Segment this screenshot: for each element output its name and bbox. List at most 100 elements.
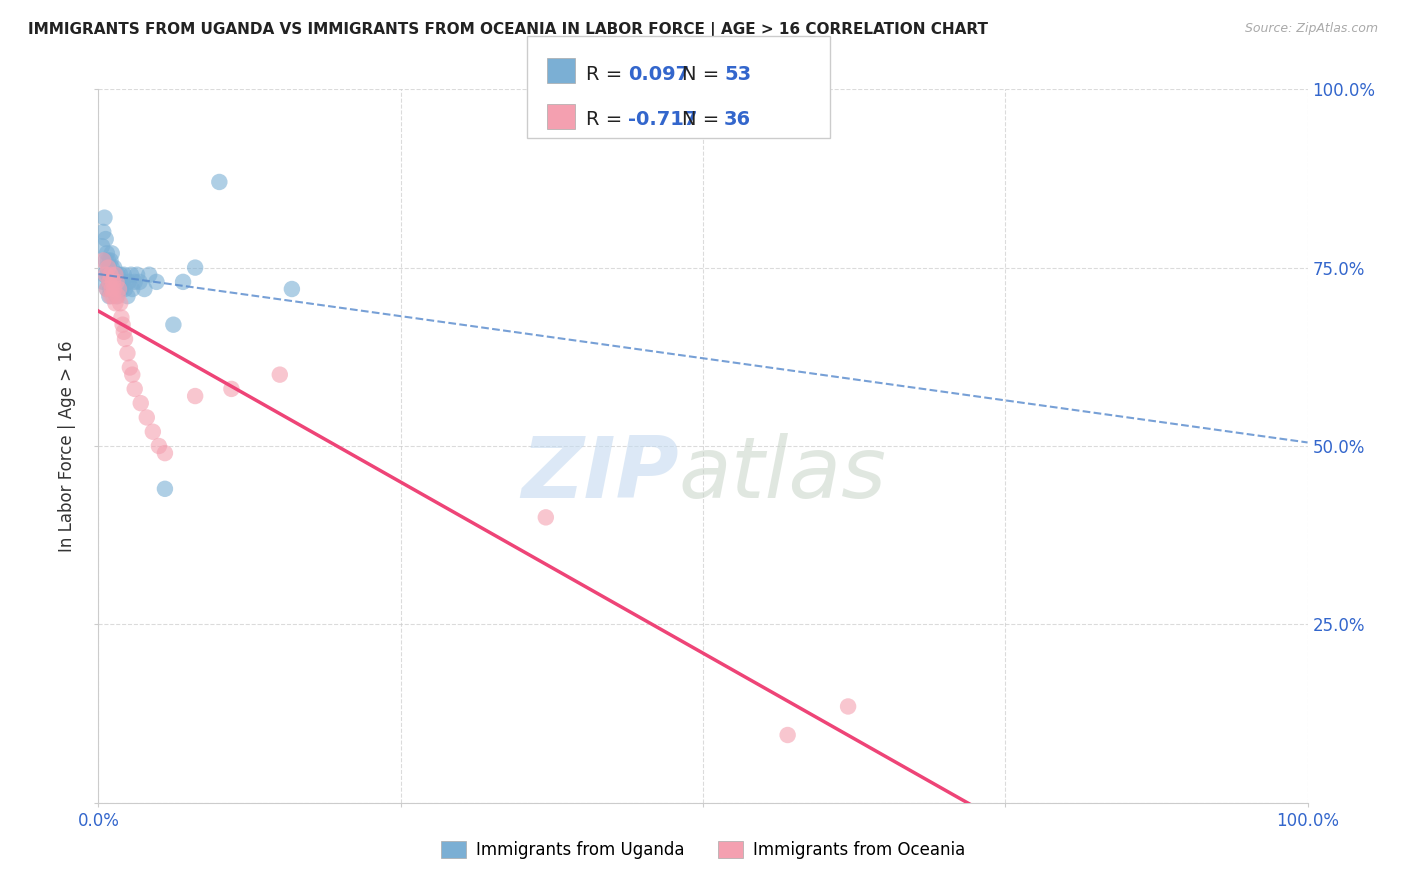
Point	[110, 282, 132, 296]
Point	[97, 260, 120, 275]
Point	[184, 260, 207, 275]
Point	[91, 275, 114, 289]
Point	[269, 368, 291, 382]
Point	[837, 699, 859, 714]
Point	[142, 425, 165, 439]
Point	[103, 282, 125, 296]
Text: 53: 53	[724, 65, 751, 84]
Point	[103, 260, 125, 275]
Point	[100, 275, 122, 289]
Point	[91, 253, 114, 268]
Point	[128, 275, 150, 289]
Point	[110, 310, 132, 325]
Point	[101, 268, 124, 282]
Text: N =: N =	[682, 111, 725, 129]
Text: atlas: atlas	[679, 433, 887, 516]
Point	[121, 368, 143, 382]
Point	[112, 325, 135, 339]
Point	[94, 268, 117, 282]
Point	[101, 275, 124, 289]
Point	[103, 275, 125, 289]
Point	[100, 282, 122, 296]
Point	[153, 482, 176, 496]
Point	[91, 239, 114, 253]
Point	[111, 318, 134, 332]
Point	[105, 275, 128, 289]
Point	[107, 282, 129, 296]
Point	[98, 289, 121, 303]
Point	[111, 275, 134, 289]
Point	[127, 268, 149, 282]
Point	[162, 318, 184, 332]
Point	[153, 446, 176, 460]
Text: -0.717: -0.717	[628, 111, 697, 129]
Point	[124, 275, 146, 289]
Text: 0.097: 0.097	[628, 65, 689, 84]
Point	[121, 282, 143, 296]
Point	[135, 410, 157, 425]
Text: 36: 36	[724, 111, 751, 129]
Point	[281, 282, 304, 296]
Point	[184, 389, 207, 403]
Point	[104, 282, 127, 296]
Point	[105, 289, 128, 303]
Point	[108, 282, 131, 296]
Point	[100, 268, 122, 282]
Point	[100, 268, 122, 282]
Point	[172, 275, 194, 289]
Point	[94, 232, 117, 246]
Y-axis label: In Labor Force | Age > 16: In Labor Force | Age > 16	[58, 340, 76, 552]
Point	[107, 289, 129, 303]
Point	[96, 260, 118, 275]
Text: R =: R =	[586, 111, 628, 129]
Text: Source: ZipAtlas.com: Source: ZipAtlas.com	[1244, 22, 1378, 36]
Point	[93, 211, 115, 225]
Point	[101, 282, 124, 296]
Text: IMMIGRANTS FROM UGANDA VS IMMIGRANTS FROM OCEANIA IN LABOR FORCE | AGE > 16 CORR: IMMIGRANTS FROM UGANDA VS IMMIGRANTS FRO…	[28, 22, 988, 38]
Point	[105, 275, 128, 289]
Point	[93, 268, 115, 282]
Point	[134, 282, 156, 296]
Point	[98, 275, 121, 289]
Point	[107, 268, 129, 282]
Point	[98, 275, 121, 289]
Text: N =: N =	[682, 65, 725, 84]
Point	[101, 289, 124, 303]
Point	[534, 510, 557, 524]
Point	[776, 728, 799, 742]
Point	[120, 268, 142, 282]
Point	[94, 253, 117, 268]
Point	[129, 396, 152, 410]
Point	[108, 268, 131, 282]
Point	[145, 275, 167, 289]
Point	[97, 268, 120, 282]
Point	[100, 260, 122, 275]
Text: ZIP: ZIP	[522, 433, 679, 516]
Point	[96, 282, 118, 296]
Point	[96, 282, 118, 296]
Text: R =: R =	[586, 65, 628, 84]
Point	[91, 225, 114, 239]
Point	[104, 268, 127, 282]
Point	[100, 289, 122, 303]
Point	[117, 289, 139, 303]
Point	[118, 360, 141, 375]
Point	[108, 296, 131, 310]
Point	[114, 282, 136, 296]
Point	[118, 275, 141, 289]
Point	[100, 282, 122, 296]
Point	[148, 439, 170, 453]
Point	[104, 296, 127, 310]
Point	[104, 268, 127, 282]
Point	[98, 260, 121, 275]
Legend: Immigrants from Uganda, Immigrants from Oceania: Immigrants from Uganda, Immigrants from …	[434, 834, 972, 866]
Point	[108, 275, 131, 289]
Point	[97, 253, 120, 268]
Point	[124, 382, 146, 396]
Point	[117, 346, 139, 360]
Point	[100, 253, 122, 268]
Point	[96, 246, 118, 260]
Point	[112, 268, 135, 282]
Point	[100, 246, 122, 260]
Point	[114, 332, 136, 346]
